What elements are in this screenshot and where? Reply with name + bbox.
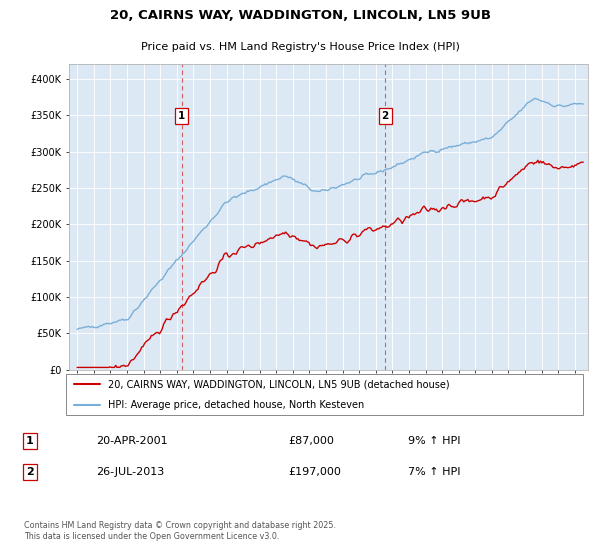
Text: 1: 1 [178,111,185,122]
Text: Contains HM Land Registry data © Crown copyright and database right 2025.
This d: Contains HM Land Registry data © Crown c… [24,521,336,541]
Text: 20-APR-2001: 20-APR-2001 [96,436,167,446]
Text: 9% ↑ HPI: 9% ↑ HPI [408,436,461,446]
Text: £197,000: £197,000 [288,467,341,477]
Text: 26-JUL-2013: 26-JUL-2013 [96,467,164,477]
Text: 2: 2 [26,467,34,477]
Text: HPI: Average price, detached house, North Kesteven: HPI: Average price, detached house, Nort… [107,400,364,410]
FancyBboxPatch shape [65,374,583,416]
Text: £87,000: £87,000 [288,436,334,446]
Text: Price paid vs. HM Land Registry's House Price Index (HPI): Price paid vs. HM Land Registry's House … [140,42,460,52]
Text: 1: 1 [26,436,34,446]
Text: 20, CAIRNS WAY, WADDINGTON, LINCOLN, LN5 9UB: 20, CAIRNS WAY, WADDINGTON, LINCOLN, LN5… [110,9,491,22]
Text: 2: 2 [382,111,389,122]
Text: 20, CAIRNS WAY, WADDINGTON, LINCOLN, LN5 9UB (detached house): 20, CAIRNS WAY, WADDINGTON, LINCOLN, LN5… [107,380,449,390]
Text: 7% ↑ HPI: 7% ↑ HPI [408,467,461,477]
